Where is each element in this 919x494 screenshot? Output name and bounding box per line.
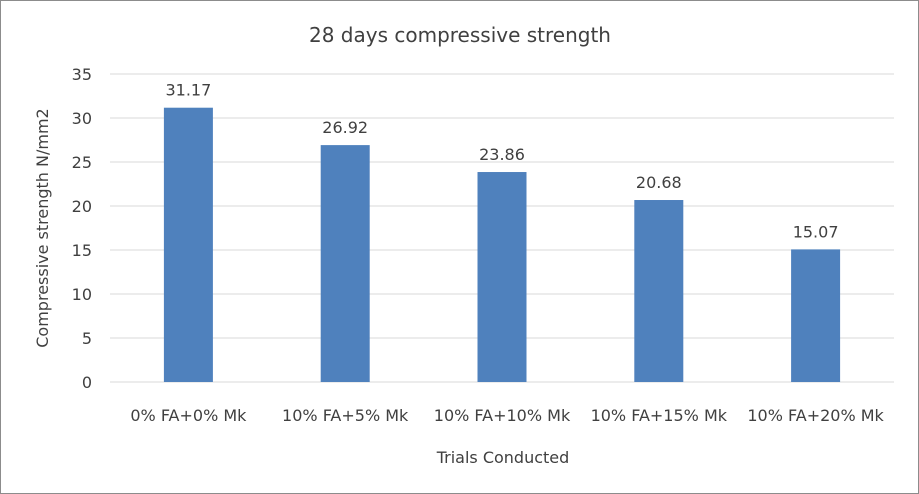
chart-title: 28 days compressive strength bbox=[309, 23, 611, 47]
x-tick-label: 10% FA+20% Mk bbox=[747, 406, 884, 425]
bars bbox=[163, 107, 841, 382]
bar bbox=[163, 107, 213, 382]
y-tick-label: 25 bbox=[72, 153, 92, 172]
x-tick-label: 10% FA+5% Mk bbox=[282, 406, 409, 425]
x-tick-label: 10% FA+15% Mk bbox=[591, 406, 728, 425]
y-tick-label: 15 bbox=[72, 241, 92, 260]
y-tick-label: 30 bbox=[72, 109, 92, 128]
y-tick-label: 10 bbox=[72, 285, 92, 304]
bar bbox=[477, 172, 527, 382]
y-tick-label: 5 bbox=[82, 329, 92, 348]
data-label: 15.07 bbox=[793, 222, 839, 241]
y-axis-ticks: 0 5 10 15 20 25 30 35 bbox=[72, 65, 92, 392]
bar bbox=[791, 249, 841, 382]
x-axis-title: Trials Conducted bbox=[436, 448, 570, 467]
data-labels: 31.17 26.92 23.86 20.68 15.07 bbox=[165, 81, 838, 242]
bar bbox=[634, 200, 684, 382]
x-tick-label: 0% FA+0% Mk bbox=[130, 406, 247, 425]
data-label: 23.86 bbox=[479, 145, 525, 164]
y-tick-label: 0 bbox=[82, 373, 92, 392]
y-tick-label: 20 bbox=[72, 197, 92, 216]
x-tick-label: 10% FA+10% Mk bbox=[434, 406, 571, 425]
y-axis-title: Compressive strength N/mm2 bbox=[33, 108, 52, 347]
data-label: 20.68 bbox=[636, 173, 682, 192]
x-axis-ticks: 0% FA+0% Mk 10% FA+5% Mk 10% FA+10% Mk 10% … bbox=[130, 406, 884, 425]
data-label: 26.92 bbox=[322, 118, 368, 137]
data-label: 31.17 bbox=[165, 81, 211, 100]
y-tick-label: 35 bbox=[72, 65, 92, 84]
bar bbox=[320, 145, 370, 382]
